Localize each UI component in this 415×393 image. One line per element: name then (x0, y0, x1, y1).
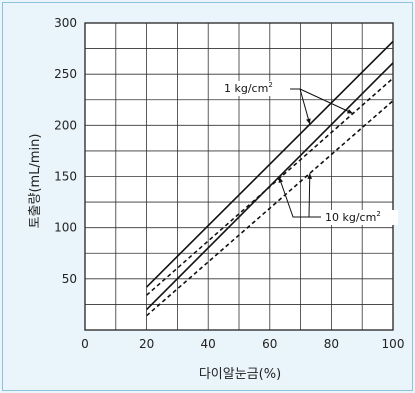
arrowhead (346, 109, 353, 114)
series-line-4 (146, 100, 394, 317)
y-tick-label: 200 (54, 118, 77, 132)
line-chart: 1 kg/cm2 10 kg/cm2 0 20 40 60 80 100 50 100 150 20… (28, 16, 404, 382)
x-tick-label: 60 (262, 337, 277, 351)
annotation-leader (308, 173, 311, 218)
annotation-layer: 1 kg/cm2 10 kg/cm2 (221, 81, 398, 225)
x-tick-label: 80 (324, 337, 339, 351)
annotation-bg (322, 210, 398, 225)
y-tick-label: 250 (54, 67, 77, 81)
series-line-3 (146, 62, 394, 311)
tick-layer: 0 20 40 60 80 100 50 100 150 200 250 300 (54, 16, 404, 351)
x-tick-label: 0 (81, 337, 89, 351)
arrowhead (307, 173, 313, 179)
y-tick-label: 150 (54, 170, 77, 184)
annotation-label: 10 kg/cm2 (325, 210, 381, 224)
y-tick-label: 300 (54, 16, 77, 30)
x-tick-label: 40 (201, 337, 216, 351)
arrowhead (278, 176, 284, 183)
x-tick-label: 100 (382, 337, 405, 351)
series-line-1 (146, 40, 394, 288)
annotation-leader (278, 176, 321, 218)
series-layer (146, 40, 394, 317)
annotation-leader (299, 88, 354, 114)
arrowhead (306, 118, 311, 125)
y-tick-label: 100 (54, 221, 77, 235)
x-axis-title: 다이알눈금(%) (199, 367, 281, 382)
annotation-bg (221, 81, 297, 96)
grid (84, 22, 394, 331)
x-tick-label: 20 (139, 337, 154, 351)
y-axis-title: 토출량(mL/min) (28, 134, 43, 229)
annotation-label: 1 kg/cm2 (224, 81, 273, 95)
y-tick-label: 50 (62, 272, 77, 286)
